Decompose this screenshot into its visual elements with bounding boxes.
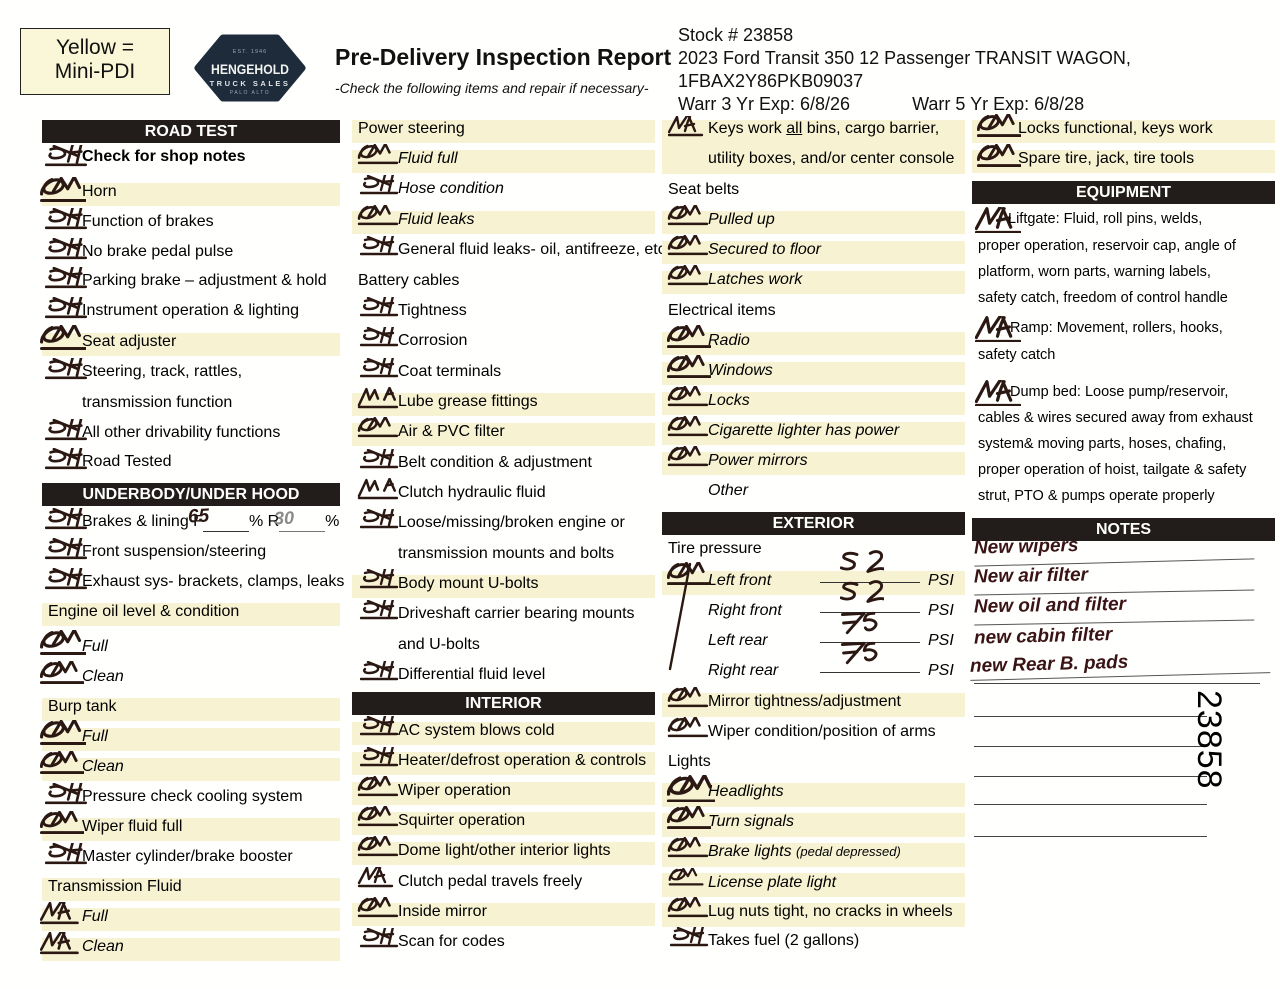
svg-text:PALO ALTO: PALO ALTO [230, 90, 270, 96]
svg-text:TRUCK SALES: TRUCK SALES [210, 79, 291, 88]
svg-text:HENGEHOLD: HENGEHOLD [211, 61, 289, 77]
svg-text:EST. 1946: EST. 1946 [233, 49, 267, 55]
